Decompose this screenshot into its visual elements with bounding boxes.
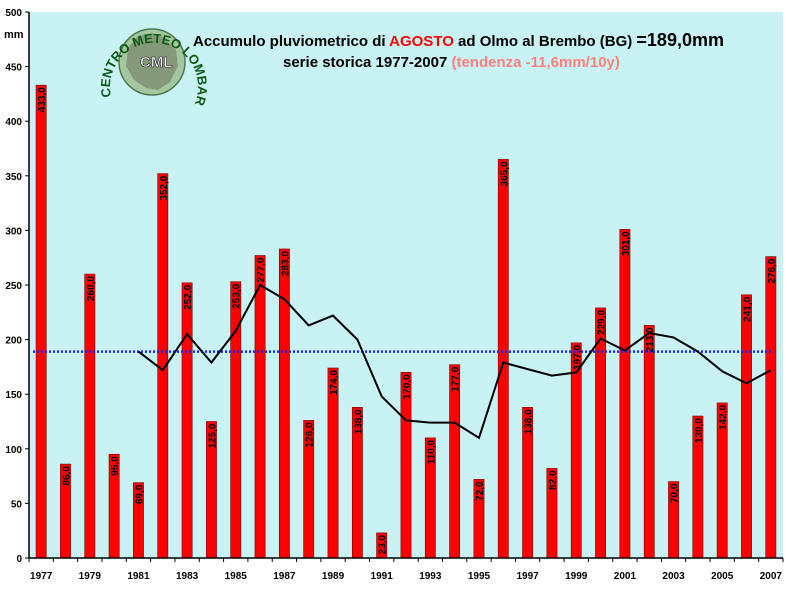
y-tick-label: 350	[5, 172, 22, 183]
logo-initials: CML	[140, 54, 173, 71]
data-label: 433,0	[37, 87, 48, 112]
bar	[327, 367, 339, 559]
x-tick-label: 1989	[322, 571, 345, 582]
data-label: 301,0	[621, 231, 632, 256]
x-tick-label: 1999	[565, 571, 588, 582]
bar	[84, 273, 96, 559]
bar	[181, 282, 193, 559]
logo-region-map-icon	[126, 33, 178, 90]
bar	[278, 248, 290, 559]
data-label: 138,0	[524, 409, 535, 434]
x-tick-label: 1985	[225, 571, 248, 582]
x-tick-label: 2007	[760, 571, 783, 582]
data-label: 110,0	[426, 439, 437, 464]
data-label: 229,0	[597, 310, 608, 335]
data-label: 283,0	[280, 251, 291, 276]
chart-subtitle: serie storica 1977-2007 (tendenza -11,6m…	[283, 54, 620, 71]
data-label: 138,0	[353, 409, 364, 434]
bar	[497, 159, 509, 559]
data-label: 130,0	[694, 418, 705, 443]
data-label: 95,0	[110, 456, 121, 476]
trend-line	[137, 283, 772, 440]
data-label: 365,0	[499, 161, 510, 186]
bar-series	[35, 84, 777, 559]
y-tick-label: 100	[5, 445, 22, 456]
data-label: 125,0	[207, 423, 218, 448]
data-label: 252,0	[183, 284, 194, 309]
y-tick-label: 0	[16, 554, 22, 565]
x-tick-label: 2001	[614, 571, 637, 582]
data-label: 276,0	[767, 258, 778, 283]
data-label: 126,0	[305, 422, 316, 447]
data-label: 174,0	[329, 370, 340, 395]
bar	[741, 294, 752, 559]
x-tick-label: 1997	[516, 571, 539, 582]
x-tick-label: 1983	[176, 571, 199, 582]
data-label: 213,0	[645, 327, 656, 352]
data-label: 82,0	[548, 470, 559, 490]
bar	[765, 256, 777, 559]
y-tick-label: 250	[5, 281, 22, 292]
x-tick-label: 1991	[371, 571, 394, 582]
x-tick-label: 1977	[30, 571, 53, 582]
y-tick-label: 450	[5, 63, 22, 74]
x-tick-label: 1979	[79, 571, 102, 582]
x-tick-label: 1981	[127, 571, 150, 582]
y-tick-label: 500	[5, 8, 22, 19]
y-tick-label: 50	[11, 499, 23, 510]
y-tick-label: 200	[5, 336, 22, 347]
data-label: 86,0	[61, 466, 72, 486]
data-label: 170,0	[402, 374, 413, 399]
data-label: 197,0	[572, 344, 583, 369]
y-axis: 0 50 100 150 200 250 300 350 400 450 500	[5, 8, 30, 565]
x-axis: 1977 1979 1981 1983 1985 1987 1989 1991 1993 1995…	[28, 557, 784, 582]
data-label: 253,0	[232, 283, 243, 308]
x-tick-label: 2005	[711, 571, 734, 582]
data-label: 260,0	[86, 276, 97, 301]
bar	[595, 307, 606, 559]
y-tick-label: 400	[5, 117, 22, 128]
data-label: 69,0	[134, 484, 145, 504]
bar	[254, 255, 266, 559]
bar	[570, 342, 582, 559]
trend-series-line	[137, 283, 772, 440]
bar	[449, 364, 461, 559]
bar	[643, 325, 655, 559]
bar	[619, 229, 631, 559]
x-tick-label: 1993	[419, 571, 442, 582]
data-label: 23,0	[378, 534, 389, 554]
chart-title: Accumulo pluviometrico di AGOSTO ad Olmo…	[193, 30, 724, 50]
data-label: 70,0	[670, 483, 681, 503]
data-label: 241,0	[743, 296, 754, 321]
data-label: 72,0	[475, 481, 486, 501]
data-label: 142,0	[718, 405, 729, 430]
y-tick-label: 300	[5, 226, 22, 237]
data-label: 277,0	[256, 257, 267, 282]
data-labels: 433,0 86,0 260,0 95,0 69,0 352,0 252,0 125,0 253…	[37, 87, 778, 555]
data-label: 352,0	[159, 175, 170, 200]
x-tick-label: 2003	[662, 571, 685, 582]
data-label: 177,0	[451, 366, 462, 391]
bar	[35, 84, 47, 559]
x-tick-label: 1987	[273, 571, 296, 582]
x-tick-label: 1995	[468, 571, 491, 582]
y-unit-label: mm	[4, 29, 24, 41]
y-tick-label: 150	[5, 390, 22, 401]
